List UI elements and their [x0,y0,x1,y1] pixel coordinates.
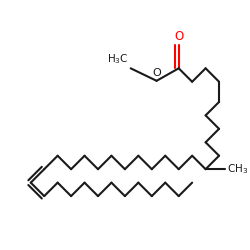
Text: O: O [152,68,161,78]
Text: O: O [174,30,183,43]
Text: $\mathregular{CH_3}$: $\mathregular{CH_3}$ [227,162,248,176]
Text: $\mathregular{H_3C}$: $\mathregular{H_3C}$ [107,52,129,66]
